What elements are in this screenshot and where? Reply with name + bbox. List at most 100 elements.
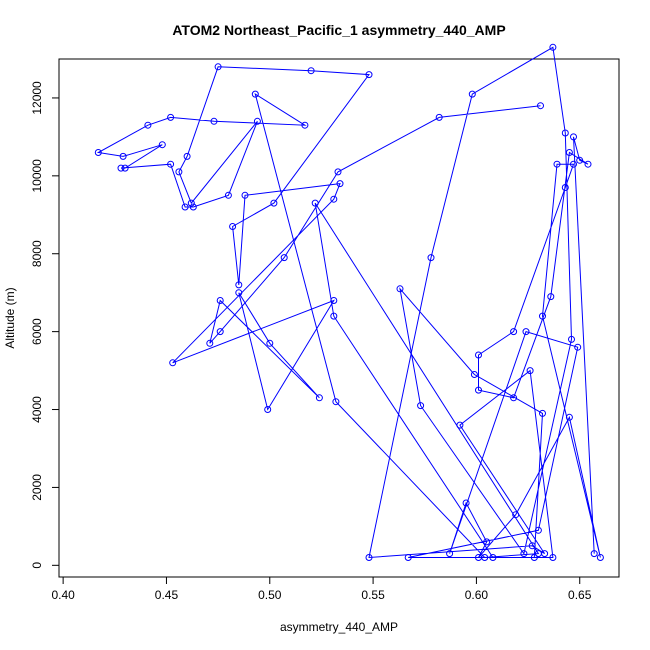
data-point [189,203,197,211]
data-point [144,121,152,129]
data-point [158,141,166,149]
y-tick-label: 4000 [30,396,44,423]
data-point [301,121,309,129]
data-point [404,554,412,561]
data-point [534,526,542,534]
data-point [214,63,222,71]
data-point [307,67,315,75]
data-point [235,289,243,297]
data-point [251,90,259,98]
chart-title: ATOM2 Northeast_Pacific_1 asymmetry_440_… [172,22,505,38]
data-point [336,180,344,188]
data-point [468,90,476,98]
data-point [365,554,373,561]
data-point [539,409,546,417]
data-point [510,394,518,402]
data-point [596,554,604,561]
data-point [481,554,489,561]
data-point [119,152,127,160]
data-point [427,254,435,262]
data-point [590,550,598,558]
y-tick-label: 12000 [30,81,44,115]
data-point [565,413,573,421]
y-axis-label: Altitude (m) [3,287,17,348]
data-point [181,203,189,211]
y-tick-label: 10000 [30,159,44,193]
data-point [520,550,528,558]
data-point [94,149,102,156]
data-point [216,328,224,336]
data-point [574,343,582,351]
data-point [475,351,482,359]
data-point [456,421,464,429]
data-point [117,164,125,172]
data-point [167,160,175,168]
data-point [510,328,518,336]
y-tick-label: 0 [30,562,44,569]
data-point [446,550,454,558]
data-point [311,199,319,207]
x-tick-label: 0.65 [568,588,592,602]
data-point [216,297,224,304]
data-point [121,164,129,172]
data-point [253,117,261,125]
data-point [315,394,323,402]
data-point [396,285,404,293]
data-point [330,312,338,320]
plot-frame [58,58,620,578]
data-point [470,371,478,378]
data-point [229,223,237,230]
data-point [241,191,249,199]
x-axis: 0.40 0.45 0.50 0.55 0.60 0.65 [51,576,592,602]
data-point [206,339,214,347]
data-point [570,160,577,168]
data-point [435,113,443,121]
data-point [576,156,584,164]
data-point [570,133,577,141]
data-point [330,195,338,203]
data-point [169,359,177,367]
data-point [270,199,278,207]
data-point [235,281,243,289]
data-point [365,71,373,79]
x-tick-label: 0.60 [465,588,489,602]
series-group [94,43,604,561]
data-point [549,554,557,561]
data-point [462,499,470,507]
data-point [565,149,573,156]
data-point [489,554,497,561]
data-point [539,312,546,320]
x-tick-label: 0.40 [51,588,75,602]
data-point [280,254,288,262]
data-point [526,367,534,375]
data-point [330,297,338,304]
y-tick-label: 8000 [30,240,44,267]
data-point [561,184,569,191]
data-point [210,117,218,125]
data-point [266,339,274,347]
x-tick-label: 0.50 [258,588,282,602]
series-line [96,46,601,559]
data-point [224,191,232,199]
data-point [553,160,561,168]
data-point [417,402,425,410]
y-axis: 0 2000 4000 6000 8000 10000 12000 [30,81,60,569]
y-tick-label: 6000 [30,318,44,345]
y-tick-label: 2000 [30,474,44,501]
data-point [187,199,195,207]
data-point [568,335,575,343]
data-point [175,168,183,176]
data-point [264,406,272,413]
data-point [483,538,491,546]
data-point [512,511,520,519]
data-point [537,102,544,110]
data-point [549,43,557,51]
data-point [561,129,569,137]
data-point [584,160,592,168]
data-point [522,328,530,336]
data-point [167,113,175,121]
data-point [183,152,191,160]
data-point [528,542,536,550]
x-tick-label: 0.55 [361,588,385,602]
